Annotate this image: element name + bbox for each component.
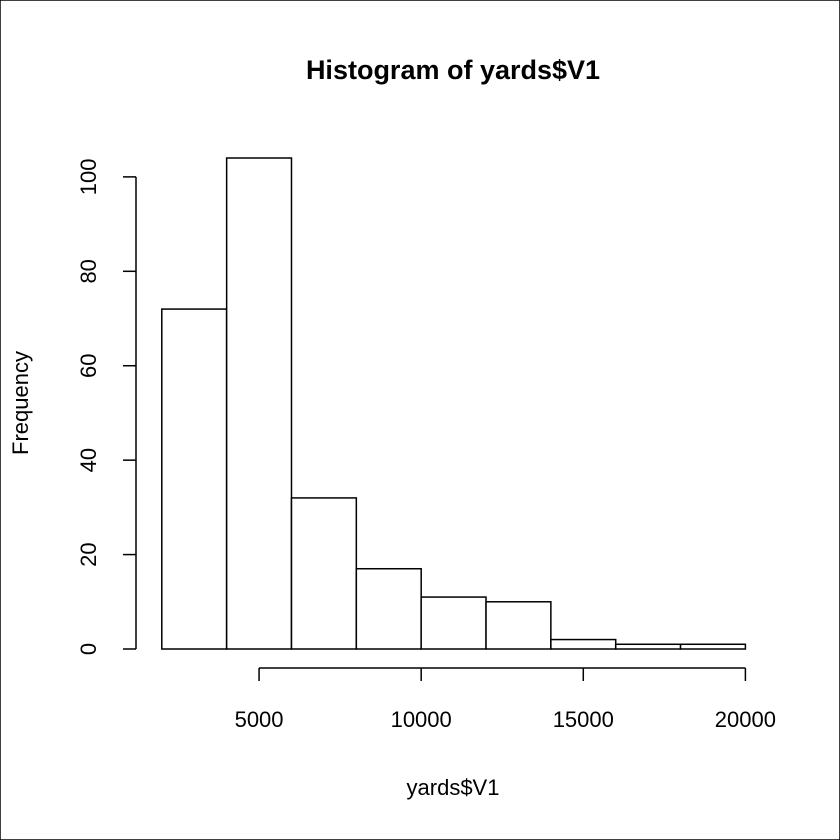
x-tick-label: 20000 xyxy=(715,707,776,732)
x-tick-label: 5000 xyxy=(235,707,284,732)
x-axis-label: yards$V1 xyxy=(407,775,500,800)
y-axis-label: Frequency xyxy=(8,351,33,455)
x-tick-label: 15000 xyxy=(553,707,614,732)
x-tick-label: 10000 xyxy=(391,707,452,732)
bar xyxy=(290,497,358,650)
bar xyxy=(161,308,228,650)
bar xyxy=(485,601,552,650)
y-tick-label: 60 xyxy=(76,353,101,377)
y-tick-label: 80 xyxy=(76,259,101,283)
y-tick-label: 100 xyxy=(76,159,101,196)
bar xyxy=(420,596,487,650)
chart-title: Histogram of yards$V1 xyxy=(306,55,600,85)
bar xyxy=(679,643,747,650)
bar xyxy=(614,643,682,650)
bar xyxy=(355,567,422,650)
y-tick-label: 20 xyxy=(76,542,101,566)
y-tick-label: 0 xyxy=(76,643,101,655)
y-tick-label: 40 xyxy=(76,448,101,472)
bar xyxy=(550,638,617,650)
bar xyxy=(225,157,293,650)
